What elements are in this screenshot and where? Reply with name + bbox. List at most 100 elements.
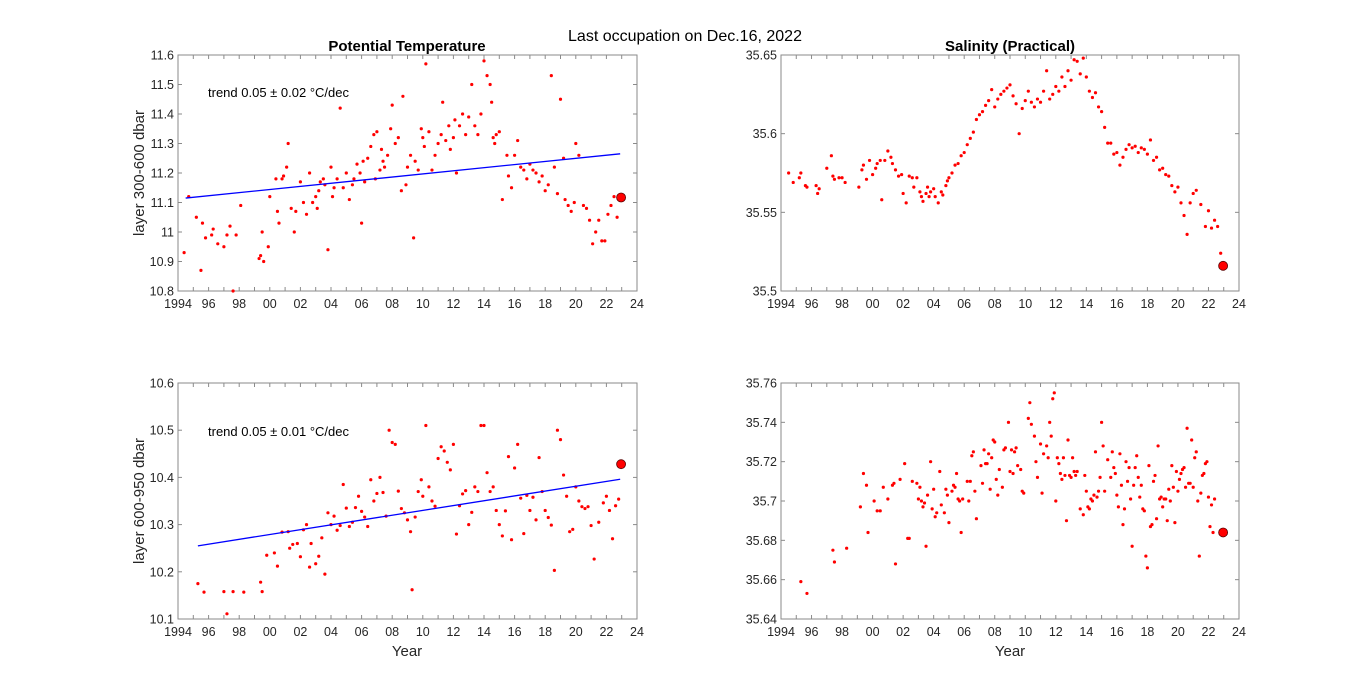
- x-tick-label: 24: [1232, 625, 1246, 639]
- data-point: [558, 438, 563, 442]
- data-point: [386, 153, 390, 157]
- data-point: [505, 153, 509, 157]
- data-point: [1060, 477, 1064, 481]
- data-point: [482, 59, 486, 63]
- y-tick-label: 35.6: [753, 127, 777, 141]
- data-point: [1206, 495, 1211, 499]
- data-point: [1167, 174, 1171, 178]
- data-point: [1060, 75, 1064, 79]
- data-point: [1191, 485, 1195, 489]
- y-tick-label: 10.2: [150, 565, 174, 579]
- data-point: [1156, 444, 1160, 448]
- data-point: [1049, 434, 1053, 438]
- data-point: [228, 224, 232, 228]
- data-point: [549, 523, 553, 527]
- data-point: [1158, 168, 1162, 172]
- data-point: [597, 218, 601, 222]
- data-point: [954, 471, 959, 476]
- x-tick-label: 06: [957, 297, 971, 311]
- data-point: [442, 449, 446, 453]
- data-point: [1014, 446, 1018, 450]
- data-point: [222, 590, 226, 594]
- x-tick-label: 04: [927, 625, 941, 639]
- data-point: [872, 499, 876, 503]
- data-point: [1170, 464, 1174, 468]
- y-tick-label: 10.3: [150, 518, 174, 532]
- data-point: [350, 183, 355, 187]
- data-point: [587, 218, 592, 222]
- data-point: [958, 499, 962, 503]
- data-point: [516, 442, 520, 446]
- data-point: [1045, 444, 1049, 448]
- data-point: [1154, 155, 1159, 159]
- data-point: [326, 248, 330, 252]
- data-point: [1003, 446, 1008, 450]
- data-point: [805, 185, 809, 189]
- data-point: [996, 97, 1000, 101]
- data-point: [591, 242, 595, 246]
- data-point: [1103, 489, 1107, 493]
- data-point: [1069, 78, 1073, 82]
- data-point: [1161, 505, 1165, 509]
- data-point: [1048, 420, 1052, 424]
- data-point: [1190, 438, 1194, 442]
- data-point: [840, 176, 844, 180]
- y-tick-label: 35.7: [753, 495, 777, 509]
- x-tick-label: 22: [1202, 625, 1216, 639]
- data-point: [1124, 460, 1128, 464]
- data-point: [970, 454, 974, 458]
- data-point: [1072, 469, 1076, 474]
- data-point: [832, 560, 837, 564]
- data-point: [936, 201, 940, 205]
- x-tick-label: 02: [896, 297, 910, 311]
- x-tick-label: 02: [293, 297, 307, 311]
- x-tick-label: 14: [1079, 297, 1093, 311]
- data-point: [921, 199, 925, 203]
- x-tick-label: 06: [355, 297, 369, 311]
- data-point: [1125, 479, 1130, 483]
- data-point: [867, 158, 872, 163]
- data-point: [933, 515, 937, 519]
- y-tick-label: 35.76: [746, 377, 777, 391]
- data-point: [1093, 91, 1098, 95]
- data-point: [1142, 509, 1146, 513]
- data-point: [543, 189, 547, 193]
- trend-annotation: trend 0.05 ± 0.02 °C/dec: [208, 85, 349, 100]
- data-point: [589, 523, 593, 528]
- data-point: [1051, 397, 1055, 401]
- data-point: [427, 485, 431, 489]
- data-point: [866, 530, 870, 535]
- data-point: [344, 171, 348, 175]
- data-point: [1090, 499, 1095, 503]
- data-point: [460, 492, 465, 496]
- data-point: [277, 221, 281, 225]
- data-point: [932, 187, 936, 191]
- x-tick-label: 08: [988, 297, 1002, 311]
- data-point: [485, 74, 489, 78]
- data-point: [419, 127, 423, 131]
- data-point: [907, 536, 911, 540]
- data-point: [953, 163, 957, 167]
- data-point: [959, 530, 963, 535]
- data-point: [1142, 147, 1146, 151]
- plot-area: [177, 54, 638, 292]
- data-point: [531, 495, 535, 499]
- data-point: [309, 541, 313, 546]
- x-tick-label: 22: [599, 625, 613, 639]
- data-point: [408, 530, 413, 534]
- x-tick-label: 14: [477, 297, 491, 311]
- data-point: [525, 177, 529, 181]
- x-tick-label: 1994: [164, 297, 192, 311]
- data-point: [259, 254, 263, 258]
- data-point: [1219, 251, 1223, 255]
- data-point: [1121, 523, 1125, 527]
- data-point: [919, 499, 924, 503]
- data-point: [540, 174, 544, 178]
- data-point: [987, 99, 991, 103]
- data-point: [1144, 554, 1148, 558]
- data-point: [304, 212, 309, 216]
- data-point: [444, 138, 448, 143]
- data-point: [1029, 422, 1033, 426]
- data-point: [315, 206, 319, 210]
